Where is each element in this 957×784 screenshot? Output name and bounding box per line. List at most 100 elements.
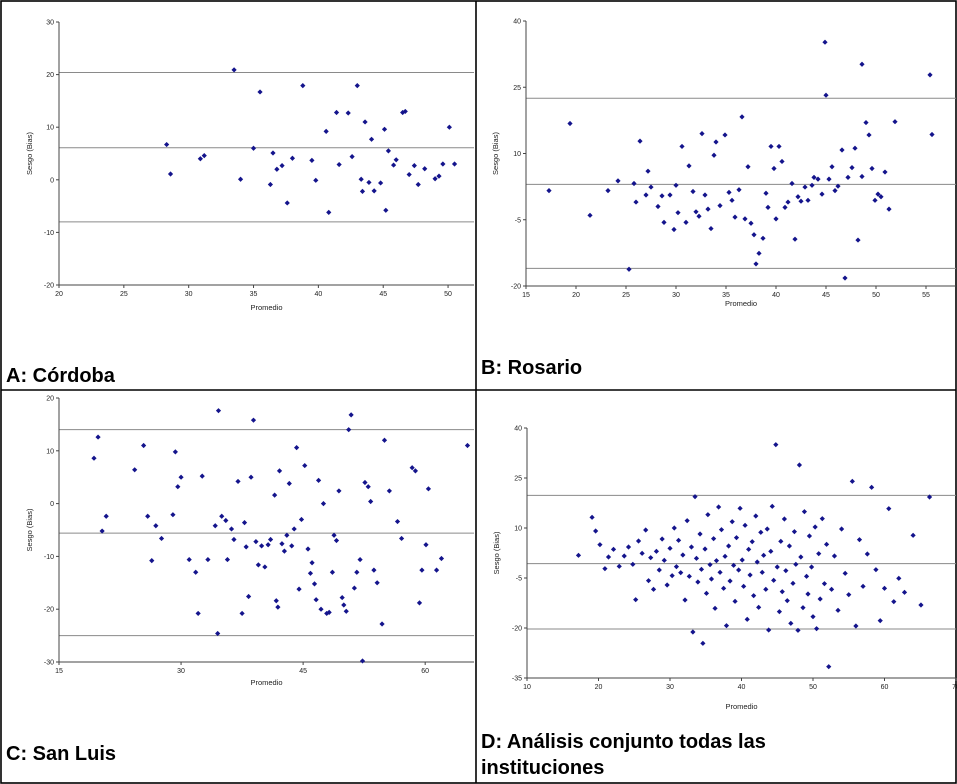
panel-b: 15 20 25 30 35 40 45 50 55 -20 -5 10 25 40 Promedio Ses… <box>481 19 956 379</box>
data-point <box>864 551 870 557</box>
data-point <box>228 526 235 532</box>
data-point <box>760 235 766 241</box>
data-point <box>409 465 415 471</box>
data-point <box>696 213 702 219</box>
data-point <box>643 192 649 198</box>
data-point <box>802 184 808 190</box>
data-point <box>774 564 780 570</box>
data-point <box>193 569 199 575</box>
data-point <box>411 162 417 169</box>
y-tick-label: 25 <box>513 85 521 92</box>
y-tick-label: -10 <box>44 230 54 237</box>
data-point <box>791 529 798 535</box>
data-point <box>783 568 789 574</box>
x-tick-label: 20 <box>55 291 63 298</box>
data-point <box>357 556 363 563</box>
data-point <box>712 605 718 611</box>
data-point <box>768 143 774 150</box>
plot-area-d: 10 20 30 40 50 60 70 -35 -20 -5 10 25 40 Promedio Sesg… <box>492 426 957 712</box>
data-point <box>929 131 935 138</box>
data-point <box>831 553 838 559</box>
data-point <box>742 216 748 222</box>
data-point <box>756 250 762 256</box>
data-point <box>406 171 412 178</box>
data-point <box>296 586 302 592</box>
data-point <box>711 536 717 542</box>
panel-b-label: B: Rosario <box>481 357 582 379</box>
data-point <box>832 188 838 194</box>
data-point <box>809 182 815 188</box>
data-point <box>815 176 821 182</box>
data-point <box>828 586 835 592</box>
data-point <box>103 513 109 519</box>
plot-area-b: 15 20 25 30 35 40 45 50 55 -20 -5 10 25 40 Promedio Ses… <box>491 19 956 308</box>
data-point <box>803 573 810 579</box>
data-point <box>320 501 327 507</box>
data-point <box>336 488 342 494</box>
data-point <box>693 555 700 561</box>
data-point <box>795 627 801 633</box>
data-point <box>773 442 779 448</box>
data-point <box>682 597 688 603</box>
y-axis-label: Sesgo (Bias) <box>25 132 34 175</box>
x-tick-label: 40 <box>314 291 322 298</box>
data-point <box>257 89 263 95</box>
data-point <box>446 124 452 130</box>
data-point <box>859 61 865 67</box>
data-point <box>639 550 645 556</box>
data-point <box>771 165 777 172</box>
data-point <box>896 575 902 581</box>
y-axis-label: Sesgo (Bias) <box>491 132 500 175</box>
data-point <box>625 544 632 550</box>
data-point <box>587 212 593 218</box>
data-point <box>713 558 720 564</box>
data-point <box>758 529 764 535</box>
data-point <box>267 536 274 543</box>
data-point <box>605 188 611 194</box>
data-point <box>402 108 408 115</box>
data-point <box>345 110 351 116</box>
data-point <box>817 596 823 602</box>
data-point <box>766 627 772 633</box>
data-point <box>781 516 787 522</box>
data-point <box>602 566 608 572</box>
data-point <box>778 538 784 544</box>
data-point <box>593 528 599 534</box>
data-point <box>145 513 151 519</box>
data-point <box>765 204 771 210</box>
data-point <box>170 512 176 518</box>
data-point <box>354 569 360 575</box>
data-point <box>695 579 701 585</box>
y-tick-label: 0 <box>50 501 54 508</box>
x-tick-label: 15 <box>55 668 63 675</box>
data-point <box>768 548 774 554</box>
data-point <box>805 591 811 597</box>
data-point <box>336 161 342 168</box>
data-point <box>664 582 670 588</box>
panel-c-label: C: San Luis <box>6 743 116 765</box>
data-point <box>796 462 803 468</box>
data-point <box>390 162 397 168</box>
data-point <box>751 593 757 599</box>
data-point <box>842 275 848 281</box>
data-point <box>359 658 366 664</box>
data-point <box>789 180 795 187</box>
data-point <box>432 176 438 182</box>
data-point <box>597 542 603 548</box>
data-point <box>132 467 138 473</box>
panel-a-label: A: Córdoba <box>6 365 116 387</box>
data-point <box>886 206 892 212</box>
data-point <box>385 148 392 154</box>
data-point <box>91 455 97 461</box>
data-point <box>771 577 777 583</box>
data-point <box>205 556 211 563</box>
data-point <box>398 535 405 542</box>
data-point <box>307 570 314 576</box>
data-point <box>259 543 265 549</box>
data-point <box>273 598 279 604</box>
data-point <box>248 474 254 480</box>
y-tick-label: -35 <box>512 676 522 683</box>
x-tick-label: 50 <box>809 684 817 691</box>
data-point <box>368 136 375 142</box>
data-point <box>99 528 105 534</box>
